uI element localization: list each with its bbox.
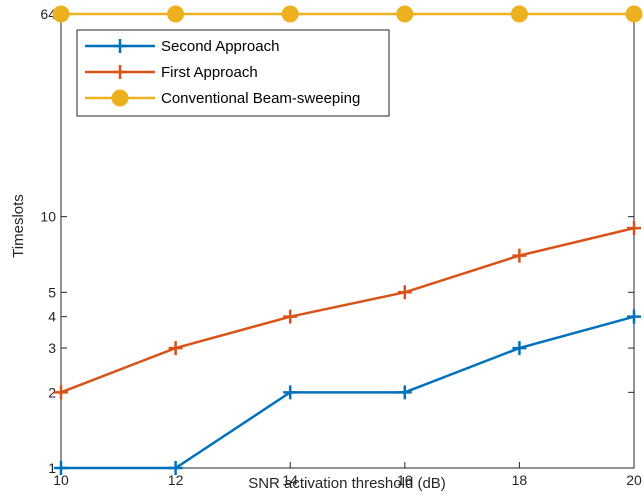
legend-label: Conventional Beam-sweeping (161, 90, 360, 107)
series-line (60, 226, 635, 394)
data-point (54, 461, 68, 475)
y-tick-label: 64 (40, 6, 56, 22)
data-point (627, 309, 641, 324)
series-conventional-beam-sweeping (52, 5, 643, 23)
y-tick-label: 3 (48, 340, 56, 356)
legend-swatch-marker (111, 89, 129, 107)
series-line (61, 315, 635, 470)
data-point (396, 5, 414, 23)
legend-label: Second Approach (161, 38, 279, 55)
x-axis-label: SNR activation threshold (dB) (248, 475, 446, 492)
series-first-approach (54, 221, 641, 400)
y-tick-label: 2 (48, 384, 56, 400)
data-point (52, 5, 70, 23)
data-point (283, 309, 298, 324)
data-point (54, 385, 68, 400)
legend-label: First Approach (161, 64, 258, 81)
y-tick-label: 5 (48, 284, 56, 300)
legend-entry: Conventional Beam-sweeping (85, 89, 360, 107)
data-point (283, 385, 298, 400)
data-point (167, 5, 185, 23)
data-point (512, 248, 527, 263)
x-tick-label: 10 (53, 472, 69, 488)
data-point (625, 5, 643, 23)
data-point (168, 461, 183, 475)
x-tick-label: 18 (512, 472, 528, 488)
data-point (168, 341, 183, 356)
series-second-approach (54, 309, 641, 475)
legend-entry: Second Approach (85, 38, 279, 55)
y-tick-label: 1 (48, 460, 56, 476)
data-point (512, 341, 527, 356)
data-point (397, 285, 412, 300)
x-tick-label: 12 (168, 472, 184, 488)
data-point (281, 5, 299, 23)
data-point (397, 385, 412, 400)
legend-entry: First Approach (85, 64, 258, 81)
legend-swatch-marker (113, 39, 127, 53)
x-tick-label: 16 (397, 472, 413, 488)
legend-swatch-marker (113, 65, 127, 79)
y-tick-label: 10 (40, 209, 56, 225)
legend: Second Approach First Approach Conventiona… (76, 29, 390, 117)
y-axis-label: Timeslots (10, 194, 27, 258)
y-tick-label: 4 (48, 309, 56, 325)
series-layer (52, 5, 643, 475)
x-tick-label: 14 (282, 472, 298, 488)
data-point (510, 5, 528, 23)
data-point (627, 221, 641, 236)
x-tick-label: 20 (626, 472, 642, 488)
